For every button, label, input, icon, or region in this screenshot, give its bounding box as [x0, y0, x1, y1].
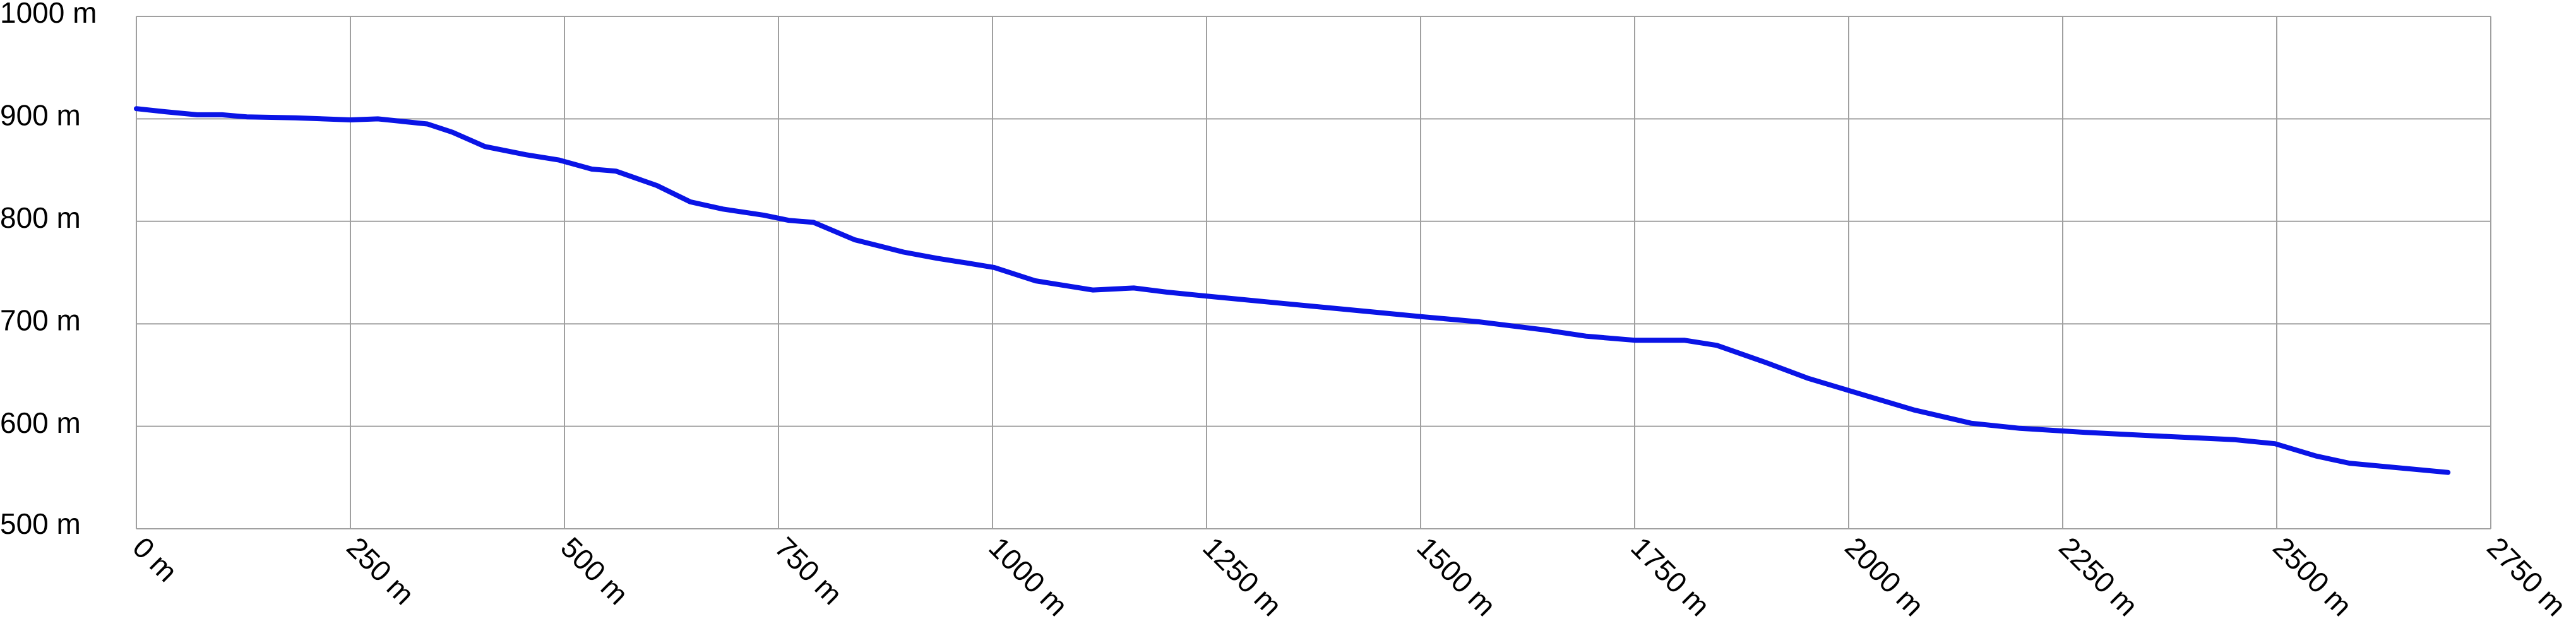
x-tick-label: 1000 m [982, 531, 1074, 622]
x-tick-label: 1750 m [1625, 531, 1716, 622]
x-tick-label: 0 m [126, 531, 184, 588]
x-tick-label: 2250 m [2053, 531, 2144, 622]
y-tick-label: 1000 m [0, 0, 97, 29]
x-tick-label: 1250 m [1196, 531, 1288, 622]
x-tick-label: 250 m [340, 531, 420, 611]
elevation-line [134, 106, 2451, 475]
x-tick-label: 2750 m [2481, 531, 2572, 622]
x-tick-label: 500 m [554, 531, 635, 611]
y-tick-label: 500 m [0, 507, 81, 540]
y-tick-label: 600 m [0, 406, 81, 439]
x-tick-label: 2000 m [1839, 531, 1930, 622]
x-tick-label: 750 m [768, 531, 849, 611]
x-tick-label: 1500 m [1410, 531, 1502, 622]
y-tick-label: 700 m [0, 304, 81, 336]
x-tick-label: 2500 m [2267, 531, 2358, 622]
y-tick-label: 800 m [0, 201, 81, 234]
y-tick-label: 900 m [0, 99, 81, 132]
